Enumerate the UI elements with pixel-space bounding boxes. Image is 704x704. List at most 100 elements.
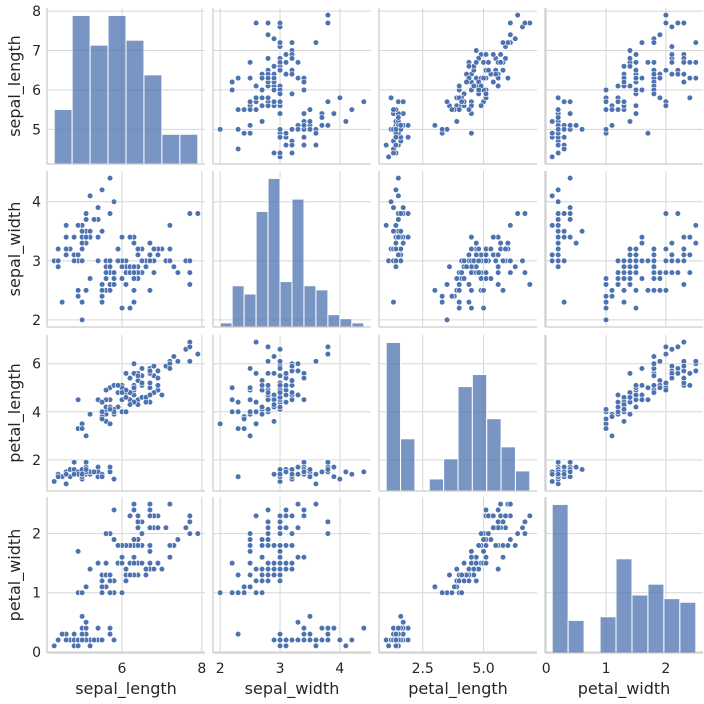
histogram-bar bbox=[303, 285, 317, 328]
scatter-point bbox=[258, 382, 266, 389]
y-tick-label: 2 bbox=[32, 313, 41, 329]
scatter-point bbox=[258, 118, 266, 125]
scatter-point bbox=[300, 512, 308, 520]
scatter-point bbox=[439, 293, 446, 300]
scatter-point bbox=[400, 619, 407, 626]
scatter-point bbox=[312, 358, 320, 365]
scatter-point bbox=[294, 554, 302, 561]
scatter-point bbox=[130, 560, 138, 567]
scatter-point bbox=[138, 257, 146, 264]
scatter-point bbox=[288, 560, 296, 567]
scatter-point bbox=[79, 239, 86, 247]
scatter-point bbox=[404, 210, 412, 217]
x-tick-label: 0 bbox=[542, 661, 551, 677]
scatter-point bbox=[276, 542, 284, 549]
scatter-point bbox=[620, 98, 628, 105]
scatter-point bbox=[632, 51, 640, 58]
scatter-point bbox=[300, 134, 308, 141]
scatter-point bbox=[632, 245, 640, 253]
y-tick-label: 8 bbox=[32, 4, 41, 20]
scatter-point bbox=[288, 363, 296, 370]
scatter-point bbox=[150, 269, 158, 276]
scatter-point bbox=[674, 71, 681, 78]
scatter-point bbox=[306, 106, 314, 113]
scatter-point bbox=[122, 577, 130, 585]
scatter-point bbox=[662, 287, 669, 294]
scatter-point bbox=[79, 471, 86, 478]
scatter-point bbox=[521, 210, 529, 217]
scatter-point bbox=[110, 506, 118, 514]
scatter-point bbox=[632, 287, 640, 294]
scatter-point bbox=[549, 251, 556, 259]
scatter-point bbox=[102, 269, 110, 276]
scatter-point bbox=[620, 257, 628, 264]
scatter-point bbox=[235, 145, 242, 153]
scatter-point bbox=[276, 149, 284, 157]
scatter-point bbox=[276, 346, 284, 353]
y-tick-label: 2 bbox=[32, 453, 41, 469]
scatter-point bbox=[458, 98, 465, 105]
scatter-point bbox=[549, 153, 556, 161]
scatter-point bbox=[680, 363, 687, 370]
scatter-point bbox=[252, 399, 260, 406]
scatter-point bbox=[264, 565, 272, 573]
scatter-point bbox=[514, 530, 521, 537]
scatter-point bbox=[507, 222, 514, 229]
scatter-point bbox=[614, 82, 622, 90]
scatter-point bbox=[482, 251, 490, 259]
scatter-point bbox=[614, 403, 622, 411]
scatter-point bbox=[668, 375, 675, 382]
scatter-point bbox=[465, 281, 473, 288]
scatter-point bbox=[686, 251, 693, 259]
scatter-point bbox=[130, 263, 138, 270]
scatter-point bbox=[404, 134, 412, 141]
scatter-point bbox=[247, 365, 254, 372]
scatter-point bbox=[300, 630, 308, 638]
y-axis-label: petal_width bbox=[5, 529, 25, 622]
scatter-point bbox=[644, 384, 652, 391]
scatter-point bbox=[383, 141, 390, 149]
scatter-point bbox=[83, 625, 90, 632]
scatter-point bbox=[674, 269, 681, 276]
scatter-point bbox=[602, 86, 610, 94]
scatter-point bbox=[686, 382, 693, 389]
scatter-point bbox=[431, 287, 438, 294]
scatter-point bbox=[330, 110, 337, 117]
scatter-point bbox=[270, 86, 278, 94]
scatter-point bbox=[276, 358, 284, 365]
scatter-point bbox=[110, 275, 118, 282]
scatter-point bbox=[395, 192, 402, 199]
scatter-point bbox=[146, 251, 154, 259]
scatter-point bbox=[294, 619, 302, 626]
scatter-point bbox=[174, 269, 181, 276]
scatter-point bbox=[106, 210, 114, 217]
scatter-point bbox=[79, 425, 86, 432]
scatter-point bbox=[258, 565, 266, 573]
scatter-point bbox=[312, 480, 320, 488]
scatter-point bbox=[83, 619, 90, 626]
scatter-point bbox=[294, 75, 302, 82]
scatter-point bbox=[86, 411, 94, 418]
scatter-point bbox=[98, 589, 106, 596]
scatter-point bbox=[146, 506, 154, 514]
scatter-point bbox=[63, 251, 70, 259]
scatter-point bbox=[614, 98, 622, 105]
histogram-bar bbox=[71, 14, 91, 165]
scatter-point bbox=[385, 642, 392, 650]
scatter-point bbox=[686, 59, 693, 66]
panel-sepal_width-vs-petal_width bbox=[544, 171, 703, 328]
scatter-point bbox=[306, 613, 314, 620]
scatter-point bbox=[482, 257, 490, 264]
scatter-point bbox=[235, 425, 242, 432]
scatter-point bbox=[63, 636, 70, 644]
scatter-point bbox=[235, 571, 242, 579]
scatter-point bbox=[252, 338, 260, 346]
panel-sepal_width-vs-sepal_length: 2 3 4 sepal_width bbox=[5, 171, 205, 329]
scatter-point bbox=[561, 234, 568, 241]
y-tick-label: 1 bbox=[32, 586, 41, 602]
scatter-point bbox=[507, 500, 514, 508]
scatter-point bbox=[264, 382, 272, 389]
scatter-point bbox=[439, 589, 446, 596]
scatter-point bbox=[146, 542, 154, 549]
scatter-point bbox=[83, 583, 90, 590]
